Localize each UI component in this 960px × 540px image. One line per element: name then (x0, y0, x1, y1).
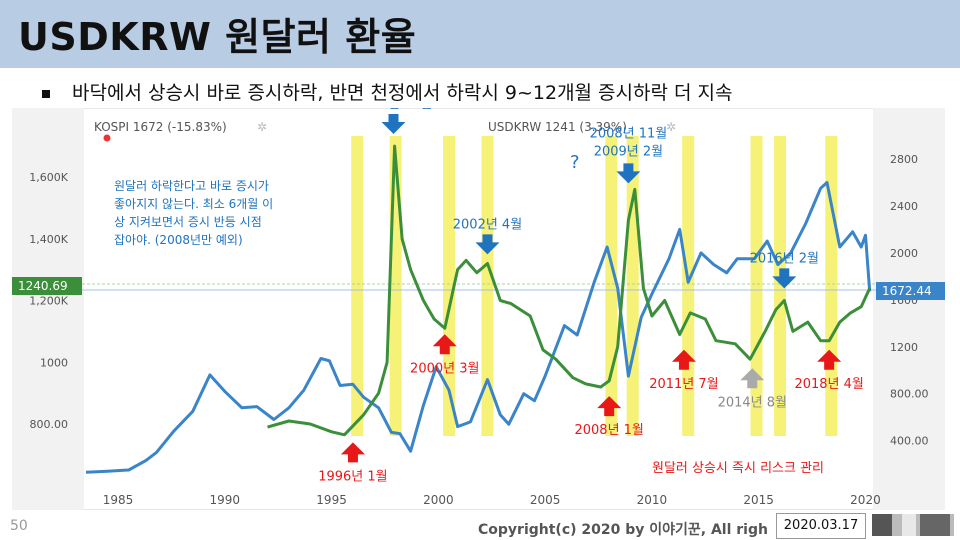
annotation-label: 2016년 2월 (750, 251, 819, 266)
arrow-up-icon (432, 334, 457, 355)
series-lines (85, 144, 872, 474)
highlight-band (389, 136, 402, 436)
arrow-down-icon (381, 113, 406, 134)
x-tick-label: 1995 (316, 493, 347, 507)
usdkrw-line (267, 144, 872, 437)
right-tick-label: 1200 (890, 341, 918, 354)
bullet-point: 바닥에서 상승시 바로 증시하락, 반면 천정에서 하락시 9~12개월 증시하… (42, 78, 733, 105)
highlight-band (774, 136, 787, 436)
legend-marker-dot (103, 134, 111, 142)
left-tick-label: 1000 (40, 356, 68, 369)
note-line: 상 지켜보면서 증시 반등 시점 (114, 215, 262, 229)
right-price-badge (876, 282, 945, 300)
chart-container: 1985 1990 1995 2000 2005 2010 2015 2020 1,600K 1… (11, 97, 946, 511)
bullet-icon (42, 89, 50, 98)
x-axis-ticks: 1985 1990 1995 2000 2005 2010 2015 2020 (103, 493, 881, 507)
highlight-band (481, 136, 494, 436)
left-axis-ticks: 1,600K 1,400K 1,200K 1000 800.00 (29, 171, 68, 431)
arrow-up-icon (597, 396, 622, 417)
chart-frame (11, 107, 946, 511)
x-tick-label: 2010 (637, 493, 668, 507)
page-number: 50 (10, 518, 28, 534)
highlight-band (605, 136, 618, 436)
arrow-down-icon (772, 268, 797, 289)
annotation-label: 2009년 2월 (594, 144, 663, 159)
bullet-text: 바닥에서 상승시 바로 증시하락, 반면 천정에서 하락시 9~12개월 증시하… (72, 82, 733, 104)
x-tick-label: 2015 (743, 493, 774, 507)
kospi-line (85, 181, 872, 474)
note-line: 잡아야. (2008년만 예외) (114, 233, 243, 247)
note-line: 원달러 하락한다고 바로 증시가 (114, 179, 269, 193)
x-tick-label: 2005 (530, 493, 561, 507)
annotation-label: 2011년 7월 (649, 377, 718, 392)
arrow-up-icon (671, 349, 696, 370)
question-mark: ? (570, 152, 580, 173)
thumb-strip (872, 514, 892, 536)
x-tick-label: 1985 (103, 493, 134, 507)
risk-note: 원달러 상승시 즉시 리스크 관리 (652, 461, 824, 476)
annotation-label: 2018년 4월 (794, 377, 863, 392)
x-tick-label: 2000 (423, 493, 454, 507)
date-badge: 2020.03.17 (776, 513, 866, 539)
left-axis-panel (12, 108, 84, 510)
highlight-band (351, 136, 364, 436)
annotation-label: 2002년 4월 (453, 217, 522, 232)
annotation-label: 2008년 1월 (574, 423, 643, 438)
gear-icon[interactable]: ✲ (257, 120, 267, 134)
highlight-band (443, 136, 456, 436)
right-tick-label: 2800 (890, 153, 918, 166)
arrow-up-icon (817, 349, 842, 370)
arrow-down-icon (475, 234, 500, 255)
right-tick-label: 2000 (890, 247, 918, 260)
copyright: Copyright(c) 2020 by 이야기꾼, All righ (478, 522, 768, 538)
arrow-up-icon (740, 368, 765, 389)
gear-icon[interactable]: ✲ (666, 120, 676, 134)
arrow-down-icon (616, 163, 641, 184)
right-axis-panel (873, 108, 945, 510)
note-line: 좋아지지 않는다. 최소 6개월 이 (114, 197, 273, 211)
annotation-label: 2008년 11월 (590, 126, 668, 141)
video-thumbnail (872, 514, 954, 536)
annotation-label: 2000년 3월 (410, 361, 479, 376)
right-price-badge-text: 1672.44 (882, 284, 932, 298)
legend-usdkrw: USDKRW 1241 (3.39%) (488, 120, 627, 134)
left-tick-label: 1,400K (29, 233, 68, 246)
right-tick-label: 800.00 (890, 388, 929, 401)
thumb-strip (920, 514, 950, 536)
left-tick-label: 1,600K (29, 171, 68, 184)
slide-title: USDKRW 원달러 환율 (18, 15, 417, 59)
right-tick-label: 400.00 (890, 435, 929, 448)
arrow-up-icon (340, 442, 365, 463)
left-price-badge (12, 277, 82, 295)
left-price-badge-text: 1240.69 (18, 279, 68, 293)
left-tick-label: 800.00 (30, 418, 69, 431)
annotation-label: 2014년 8월 (718, 395, 787, 410)
highlight-band (750, 136, 763, 436)
title-bar: USDKRW 원달러 환율 (0, 0, 960, 68)
annotation-label: 1997년 12월 (355, 108, 433, 112)
x-tick-label: 2020 (850, 493, 881, 507)
legend-kospi: KOSPI 1672 (-15.83%) (94, 120, 227, 134)
left-tick-label: 1,200K (29, 295, 68, 308)
chart-svg: 1985 1990 1995 2000 2005 2010 2015 2020 1,600K1… (11, 97, 946, 511)
thumb-strip (902, 514, 916, 536)
x-tick-label: 1990 (210, 493, 241, 507)
right-tick-label: 2400 (890, 200, 918, 213)
annotation-label: 1996년 1월 (318, 469, 387, 484)
